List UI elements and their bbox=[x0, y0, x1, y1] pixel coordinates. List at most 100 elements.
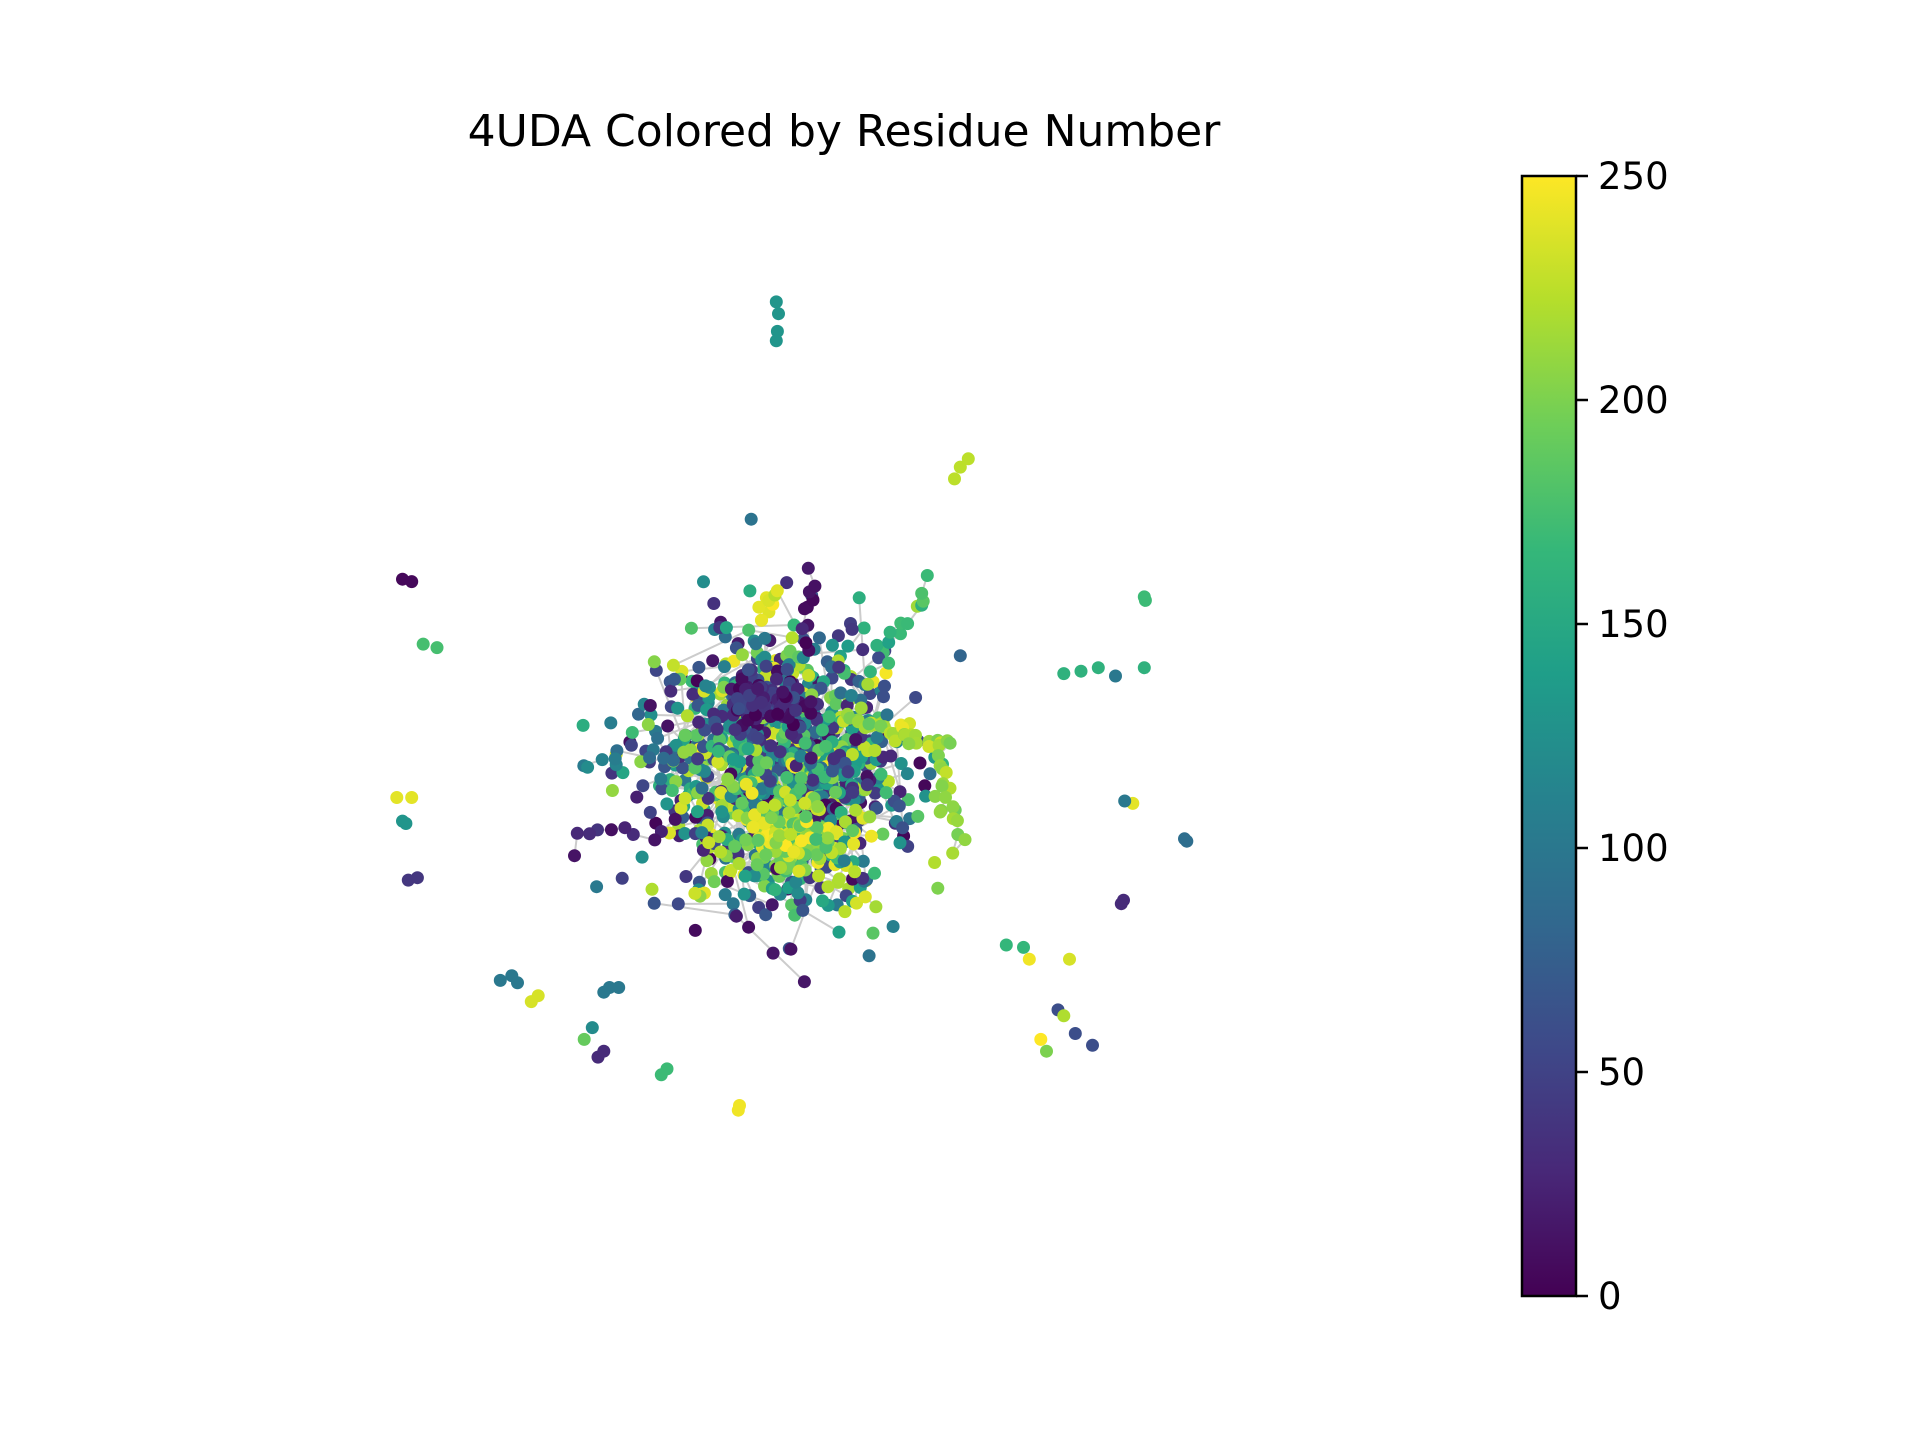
network-node bbox=[608, 752, 622, 766]
network-node bbox=[743, 584, 757, 598]
network-node bbox=[726, 752, 740, 766]
network-node bbox=[706, 654, 720, 668]
network-node bbox=[902, 737, 916, 751]
network-node bbox=[751, 731, 765, 745]
network-node bbox=[848, 865, 862, 879]
colorbar-tick-label: 100 bbox=[1598, 827, 1669, 870]
network-node bbox=[692, 660, 706, 674]
plot-area bbox=[390, 295, 1194, 1117]
network-edge bbox=[705, 636, 793, 687]
colorbar-gradient bbox=[1522, 176, 1576, 1296]
network-node bbox=[794, 771, 808, 785]
network-node bbox=[832, 660, 846, 674]
network-node bbox=[832, 925, 846, 939]
network-node bbox=[750, 858, 764, 872]
network-node bbox=[680, 709, 694, 723]
network-node bbox=[770, 672, 783, 686]
network-node bbox=[751, 833, 765, 847]
network-node bbox=[814, 681, 828, 695]
network-node bbox=[684, 621, 698, 635]
network-node bbox=[870, 731, 884, 744]
network-node bbox=[879, 786, 893, 800]
network-node bbox=[772, 829, 786, 843]
network-node bbox=[831, 629, 845, 643]
network-node bbox=[861, 677, 875, 691]
network-node bbox=[946, 846, 960, 860]
network-node bbox=[759, 848, 773, 862]
network-node bbox=[999, 938, 1013, 952]
network-node bbox=[710, 722, 724, 736]
network-node bbox=[797, 975, 811, 989]
colorbar-tick-label: 250 bbox=[1598, 155, 1669, 198]
network-node bbox=[568, 849, 581, 863]
network-node bbox=[915, 586, 929, 600]
network-node bbox=[946, 800, 960, 814]
network-node bbox=[665, 784, 679, 797]
network-node bbox=[785, 631, 799, 645]
network-node bbox=[939, 766, 953, 779]
network-node bbox=[780, 576, 794, 590]
network-node bbox=[1017, 940, 1030, 954]
network-node bbox=[846, 824, 860, 838]
network-node bbox=[677, 745, 691, 759]
network-node bbox=[715, 805, 729, 819]
network-node bbox=[1074, 664, 1088, 678]
network-node bbox=[738, 869, 752, 883]
network-edge bbox=[672, 629, 750, 667]
network-node bbox=[697, 575, 710, 589]
network-node bbox=[1086, 1038, 1099, 1052]
network-node bbox=[919, 789, 933, 803]
network-node bbox=[872, 651, 886, 665]
network-node bbox=[784, 828, 798, 841]
network-node bbox=[931, 749, 945, 763]
colorbar-tick-label: 150 bbox=[1598, 603, 1669, 646]
network-node bbox=[801, 561, 815, 575]
network-node bbox=[782, 806, 796, 820]
network-node bbox=[922, 740, 936, 753]
network-node bbox=[798, 736, 812, 750]
network-nodes bbox=[390, 295, 1194, 1117]
network-node bbox=[671, 701, 685, 715]
network-node bbox=[892, 799, 906, 813]
network-node bbox=[632, 707, 645, 721]
network-node bbox=[796, 903, 810, 917]
network-node bbox=[747, 869, 761, 883]
network-node bbox=[714, 786, 728, 800]
network-node bbox=[695, 826, 709, 840]
network-node bbox=[603, 981, 616, 994]
network-node bbox=[792, 864, 806, 878]
network-node bbox=[702, 836, 716, 850]
network-node bbox=[570, 826, 584, 840]
network-node bbox=[773, 745, 787, 759]
network-node bbox=[648, 833, 662, 847]
colorbar: 0 50 100 150 200 250 bbox=[1520, 155, 1669, 1318]
network-node bbox=[741, 663, 755, 677]
network-node bbox=[825, 764, 839, 778]
network-node bbox=[692, 715, 706, 729]
network-node bbox=[744, 512, 758, 526]
network-node bbox=[789, 703, 803, 717]
network-node bbox=[754, 613, 768, 627]
network-node bbox=[688, 923, 702, 937]
network-node bbox=[862, 717, 876, 731]
network-node bbox=[953, 649, 967, 663]
network-node bbox=[810, 848, 824, 862]
network-node bbox=[795, 622, 809, 636]
network-node bbox=[754, 695, 768, 709]
network-node bbox=[660, 1062, 674, 1076]
network-node bbox=[931, 881, 945, 895]
network-node bbox=[776, 685, 790, 699]
network-node bbox=[798, 602, 811, 616]
network-node bbox=[918, 779, 932, 793]
colorbar-tick-label: 50 bbox=[1598, 1051, 1645, 1094]
network-node bbox=[787, 845, 801, 859]
network-node bbox=[862, 949, 876, 963]
network-node bbox=[583, 827, 597, 841]
network-node bbox=[759, 908, 773, 922]
network-node bbox=[645, 882, 659, 896]
network-node bbox=[846, 785, 860, 799]
network-node bbox=[707, 875, 721, 889]
network-node bbox=[728, 723, 742, 737]
network-node bbox=[732, 702, 746, 716]
network-node bbox=[636, 779, 650, 793]
